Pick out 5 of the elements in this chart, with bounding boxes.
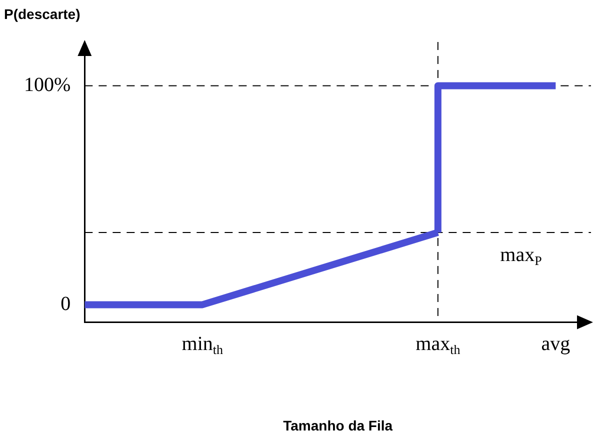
y-tick-label: 100% (24, 74, 71, 96)
y-axis-title: P(descarte) (4, 6, 80, 22)
x-axis-title: Tamanho da Fila (283, 417, 393, 434)
x-tick-label: avg (541, 333, 570, 356)
y-tick-label: 0 (60, 292, 71, 315)
